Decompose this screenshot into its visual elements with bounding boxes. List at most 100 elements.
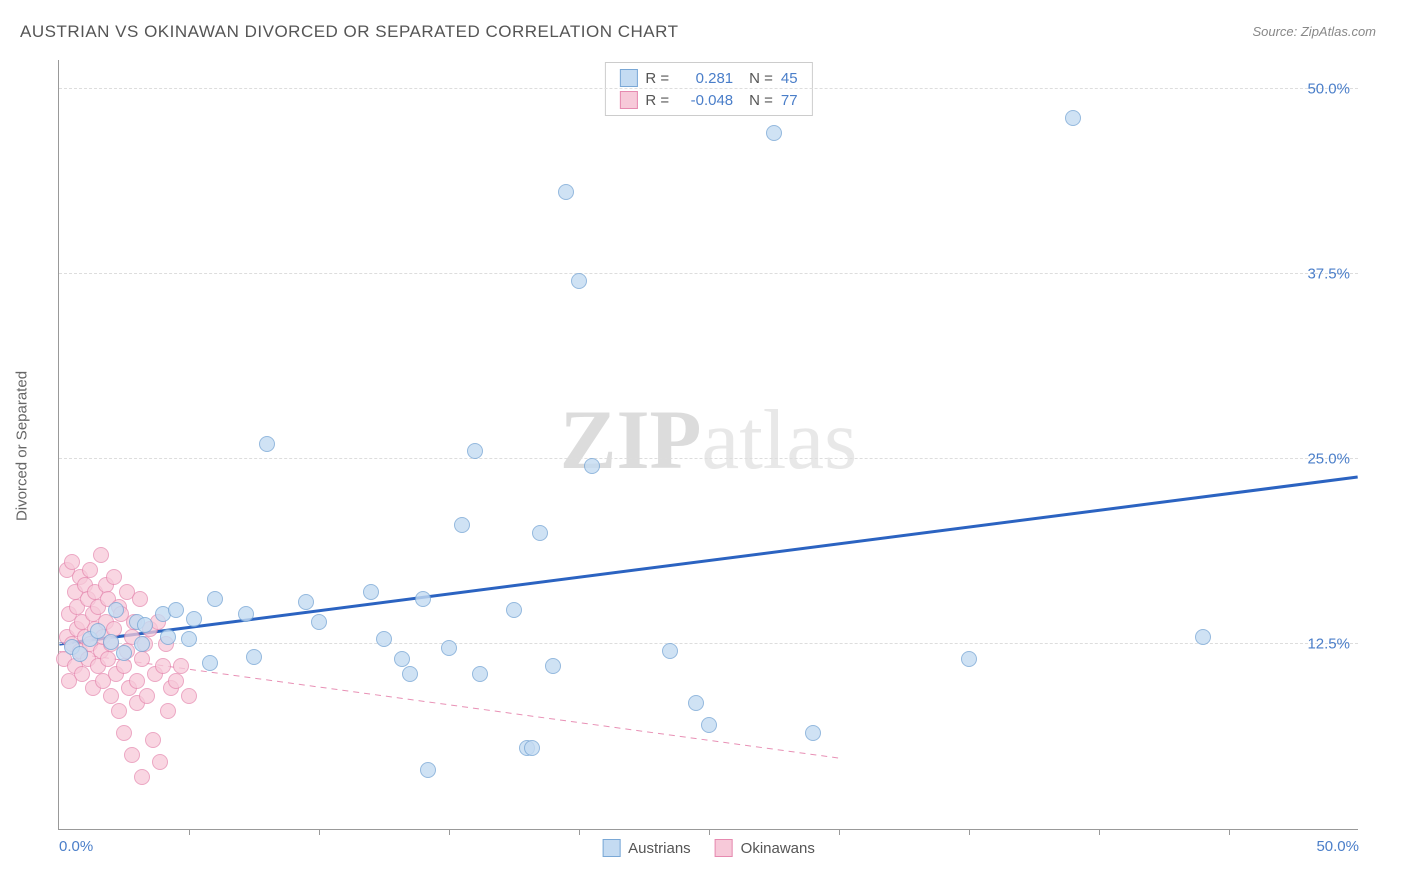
scatter-point-austrians (662, 643, 678, 659)
scatter-point-okinawans (145, 732, 161, 748)
y-axis-label: Divorced or Separated (14, 371, 31, 521)
scatter-point-austrians (545, 658, 561, 674)
y-tick-label: 25.0% (1307, 450, 1350, 467)
x-tick (189, 829, 190, 835)
scatter-point-austrians (1065, 110, 1081, 126)
legend-item-austrians: Austrians (602, 839, 691, 857)
scatter-point-austrians (181, 631, 197, 647)
scatter-point-austrians (137, 617, 153, 633)
scatter-point-okinawans (160, 703, 176, 719)
scatter-point-austrians (90, 623, 106, 639)
scatter-point-austrians (415, 591, 431, 607)
scatter-point-austrians (524, 740, 540, 756)
scatter-point-okinawans (132, 591, 148, 607)
x-end-label: 50.0% (1316, 838, 1359, 855)
scatter-point-austrians (108, 602, 124, 618)
scatter-point-austrians (259, 436, 275, 452)
x-tick (709, 829, 710, 835)
scatter-point-okinawans (82, 562, 98, 578)
scatter-point-austrians (472, 666, 488, 682)
scatter-point-austrians (532, 525, 548, 541)
scatter-point-austrians (207, 591, 223, 607)
r-value-okinawans: -0.048 (677, 92, 733, 109)
gridline (59, 273, 1358, 274)
scatter-point-okinawans (139, 688, 155, 704)
trend-lines (59, 60, 1358, 829)
scatter-point-austrians (363, 584, 379, 600)
scatter-point-austrians (116, 645, 132, 661)
scatter-point-austrians (394, 651, 410, 667)
chart-title: AUSTRIAN VS OKINAWAN DIVORCED OR SEPARAT… (20, 22, 678, 42)
scatter-point-austrians (238, 606, 254, 622)
n-label: N = (749, 70, 773, 87)
scatter-point-okinawans (93, 547, 109, 563)
scatter-point-okinawans (100, 651, 116, 667)
scatter-point-okinawans (152, 754, 168, 770)
r-label: R = (645, 70, 669, 87)
n-value-okinawans: 77 (781, 92, 798, 109)
x-tick (1229, 829, 1230, 835)
legend-label-austrians: Austrians (628, 840, 691, 857)
scatter-point-austrians (558, 184, 574, 200)
scatter-point-okinawans (111, 703, 127, 719)
scatter-point-okinawans (129, 673, 145, 689)
scatter-point-okinawans (124, 747, 140, 763)
r-value-austrians: 0.281 (677, 70, 733, 87)
scatter-point-austrians (571, 273, 587, 289)
scatter-point-okinawans (134, 769, 150, 785)
gridline (59, 643, 1358, 644)
scatter-point-austrians (134, 636, 150, 652)
scatter-point-austrians (311, 614, 327, 630)
legend-stats-row-austrians: R = 0.281 N = 45 (619, 67, 797, 89)
x-tick (319, 829, 320, 835)
n-label: N = (749, 92, 773, 109)
scatter-point-austrians (701, 717, 717, 733)
legend-stats: R = 0.281 N = 45 R = -0.048 N = 77 (604, 62, 812, 116)
x-start-label: 0.0% (59, 838, 93, 855)
x-tick (839, 829, 840, 835)
legend-swatch-pink (619, 91, 637, 109)
scatter-point-okinawans (134, 651, 150, 667)
scatter-point-austrians (766, 125, 782, 141)
scatter-point-okinawans (168, 673, 184, 689)
y-tick-label: 37.5% (1307, 265, 1350, 282)
legend-series: Austrians Okinawans (602, 839, 815, 857)
scatter-point-austrians (454, 517, 470, 533)
r-label: R = (645, 92, 669, 109)
scatter-point-austrians (584, 458, 600, 474)
scatter-point-austrians (420, 762, 436, 778)
scatter-point-austrians (376, 631, 392, 647)
legend-swatch-blue (602, 839, 620, 857)
scatter-point-austrians (168, 602, 184, 618)
gridline (59, 88, 1358, 89)
scatter-point-austrians (805, 725, 821, 741)
scatter-point-austrians (298, 594, 314, 610)
legend-item-okinawans: Okinawans (715, 839, 815, 857)
scatter-point-okinawans (116, 725, 132, 741)
scatter-point-okinawans (173, 658, 189, 674)
y-tick-label: 12.5% (1307, 635, 1350, 652)
scatter-point-okinawans (64, 554, 80, 570)
scatter-point-austrians (688, 695, 704, 711)
plot-area: ZIPatlas R = 0.281 N = 45 R = -0.048 N =… (58, 60, 1358, 830)
chart-source: Source: ZipAtlas.com (1252, 24, 1376, 39)
legend-label-okinawans: Okinawans (741, 840, 815, 857)
scatter-point-austrians (506, 602, 522, 618)
legend-swatch-pink (715, 839, 733, 857)
scatter-point-austrians (72, 646, 88, 662)
gridline (59, 458, 1358, 459)
scatter-point-austrians (961, 651, 977, 667)
scatter-point-austrians (402, 666, 418, 682)
x-tick (579, 829, 580, 835)
legend-swatch-blue (619, 69, 637, 87)
scatter-point-austrians (1195, 629, 1211, 645)
x-tick (969, 829, 970, 835)
scatter-point-okinawans (74, 666, 90, 682)
x-tick (449, 829, 450, 835)
scatter-point-austrians (467, 443, 483, 459)
scatter-point-austrians (186, 611, 202, 627)
y-tick-label: 50.0% (1307, 80, 1350, 97)
n-value-austrians: 45 (781, 70, 798, 87)
scatter-point-okinawans (106, 569, 122, 585)
scatter-point-okinawans (155, 658, 171, 674)
